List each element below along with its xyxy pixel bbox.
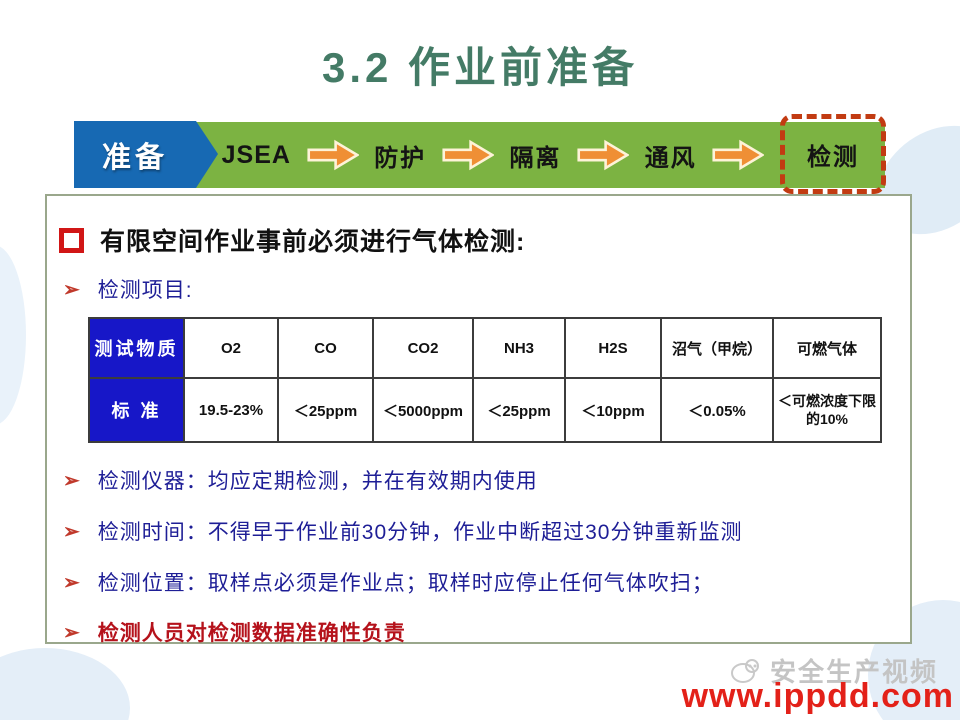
table-cell: ＜5000ppm <box>372 377 474 444</box>
table-row-label: 标 准 <box>88 377 185 444</box>
list-item: ➢ 检测项目: <box>63 278 910 303</box>
table-header-cell: 可燃气体 <box>772 317 882 380</box>
flow-lead-chevron <box>196 121 218 188</box>
table-header-cell: 沼气（甲烷） <box>660 317 774 380</box>
table-header-cell: CO <box>277 317 374 380</box>
table-cell: ＜10ppm <box>564 377 662 444</box>
brand-logo-icon <box>730 658 759 683</box>
right-block-arrow-icon <box>306 139 359 171</box>
square-bullet-icon <box>59 227 84 253</box>
list-item: ➢ 检测时间：不得早于作业前30分钟，作业中断超过30分钟重新监测 <box>63 520 910 545</box>
decorative-swirl <box>0 648 130 720</box>
right-block-arrow-icon <box>712 139 765 171</box>
table-header-cell: 测试物质 <box>88 317 185 380</box>
table-header-cell: CO2 <box>372 317 474 380</box>
flow-step-fanghu: 防护 <box>374 144 427 172</box>
table-header-row: 测试物质 O2 CO CO2 NH3 H2S 沼气（甲烷） 可燃气体 <box>88 317 882 380</box>
watermark-brand: 安全生产视频 <box>769 657 938 687</box>
watermark-url: www.ippdd.com <box>681 677 954 715</box>
watermark: 安全生产视频 www.ippdd.com <box>636 652 956 716</box>
list-item-label: 检测仪器：均应定期检测，并在有效期内使用 <box>97 470 538 494</box>
content-panel: 有限空间作业事前必须进行气体检测: ➢ 检测项目: 测试物质 O2 CO CO2… <box>45 194 912 646</box>
table-cell: ＜25ppm <box>472 377 566 444</box>
arrow-bullet-icon: ➢ <box>63 279 80 301</box>
table-header-cell: NH3 <box>472 317 566 380</box>
watermark-brand-row: 安全生产视频 <box>636 652 938 689</box>
table-header-cell: H2S <box>564 317 662 380</box>
table-cell: 19.5-23% <box>183 377 279 444</box>
flow-step-geli: 隔离 <box>509 144 562 172</box>
arrow-bullet-icon: ➢ <box>63 521 80 544</box>
section-heading: 有限空间作业事前必须进行气体检测: <box>100 228 526 256</box>
arrow-bullet-icon: ➢ <box>63 571 80 594</box>
right-block-arrow-icon <box>577 139 630 171</box>
list-item-label: 检测人员对检测数据准确性负责 <box>97 621 406 645</box>
arrow-bullet-icon: ➢ <box>63 470 80 493</box>
flow-step-tongfeng: 通风 <box>644 144 697 172</box>
table-cell: ＜可燃浓度下限的10% <box>772 377 882 444</box>
flow-steps: JSEA 防护 隔离 通风 <box>206 122 780 188</box>
page-title: 3.2 作业前准备 <box>321 44 639 91</box>
section-heading-row: 有限空间作业事前必须进行气体检测: <box>59 222 910 258</box>
list-item-label: 检测时间：不得早于作业前30分钟，作业中断超过30分钟重新监测 <box>97 521 743 545</box>
list-item: ➢ 检测仪器：均应定期检测，并在有效期内使用 <box>63 469 910 494</box>
table-cell: ＜0.05% <box>660 377 774 444</box>
table-row: 标 准 19.5-23% ＜25ppm ＜5000ppm ＜25ppm ＜10p… <box>88 377 882 444</box>
table-header-cell: O2 <box>183 317 279 380</box>
arrow-bullet-icon: ➢ <box>63 621 80 644</box>
flow-lead-badge: 准备 <box>74 121 196 188</box>
process-flow-bar: 准备 JSEA 防护 隔离 通风 检测 <box>0 0 960 200</box>
list-item: ➢ 检测位置：取样点必须是作业点；取样时应停止任何气体吹扫； <box>63 571 910 596</box>
right-block-arrow-icon <box>442 139 494 171</box>
table-cell: ＜25ppm <box>277 377 374 444</box>
list-item: ➢ 检测人员对检测数据准确性负责 <box>63 621 910 646</box>
flow-step-jiance: 检测 <box>807 143 859 171</box>
list-item-label: 检测项目: <box>97 279 193 302</box>
highlight-dashed-box: 检测 <box>780 114 886 194</box>
gas-detection-table: 测试物质 O2 CO CO2 NH3 H2S 沼气（甲烷） 可燃气体 标 准 1… <box>88 317 882 444</box>
list-item-label: 检测位置：取样点必须是作业点；取样时应停止任何气体吹扫； <box>97 571 714 595</box>
flow-step-jsea: JSEA <box>221 140 291 169</box>
decorative-swirl <box>0 245 26 425</box>
flow-lead-label: 准备 <box>101 141 168 174</box>
